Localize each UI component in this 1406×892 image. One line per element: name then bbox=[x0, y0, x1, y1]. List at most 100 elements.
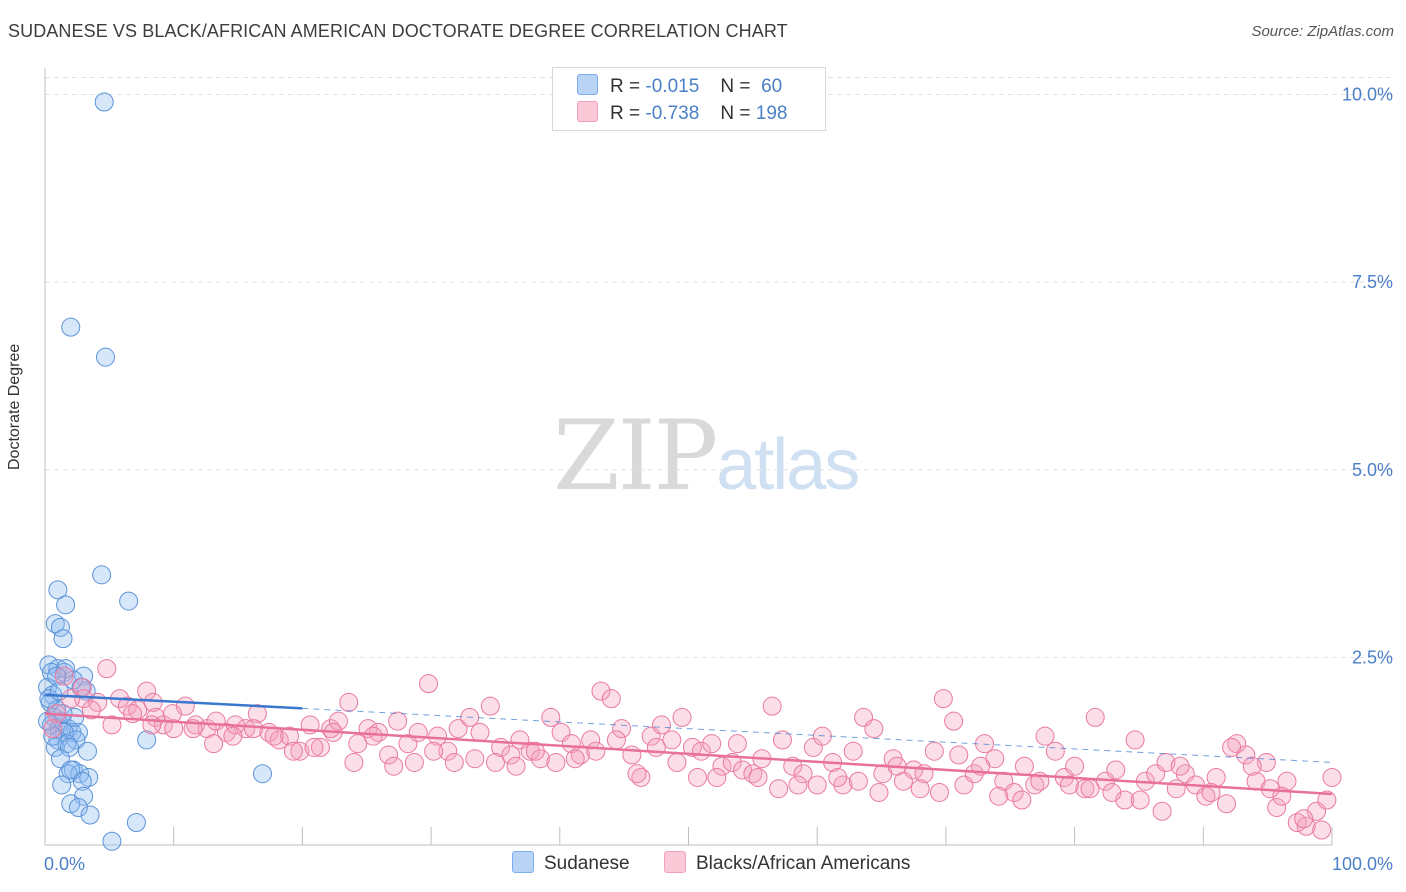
data-point bbox=[54, 666, 74, 686]
data-point bbox=[1242, 756, 1262, 776]
data-point bbox=[1125, 730, 1145, 750]
bottom-legend-sudanese[interactable]: Sudanese bbox=[512, 851, 630, 875]
data-point bbox=[61, 689, 81, 709]
data-point bbox=[43, 719, 63, 739]
gridlines bbox=[45, 77, 1392, 658]
data-point bbox=[283, 741, 303, 761]
data-point bbox=[586, 741, 606, 761]
data-point bbox=[68, 722, 88, 742]
data-point bbox=[702, 734, 722, 754]
data-point bbox=[864, 719, 884, 739]
data-point bbox=[1170, 756, 1190, 776]
black-african-american-trend-line bbox=[44, 712, 1333, 796]
data-point bbox=[328, 711, 348, 731]
data-point bbox=[631, 767, 651, 787]
data-point bbox=[480, 696, 500, 716]
data-point bbox=[1106, 760, 1126, 780]
data-point bbox=[688, 767, 708, 787]
data-point bbox=[126, 812, 146, 832]
data-point bbox=[606, 730, 626, 750]
data-point bbox=[404, 752, 424, 772]
data-point bbox=[672, 707, 692, 727]
bottom-legend-swatch-black-african-americans bbox=[664, 851, 686, 873]
data-point bbox=[68, 797, 88, 817]
data-point bbox=[1317, 790, 1337, 810]
data-point bbox=[80, 805, 100, 825]
data-point bbox=[162, 704, 182, 724]
x-tick-label-min: 0.0% bbox=[44, 854, 85, 874]
bottom-legend-black-african-americans[interactable]: Blacks/African Americans bbox=[664, 851, 910, 875]
data-point bbox=[601, 689, 621, 709]
data-point bbox=[379, 745, 399, 765]
data-point bbox=[1012, 790, 1032, 810]
data-point bbox=[924, 741, 944, 761]
data-point bbox=[1059, 775, 1079, 795]
data-point bbox=[50, 617, 70, 637]
data-point bbox=[408, 722, 428, 742]
data-point bbox=[1201, 782, 1221, 802]
data-point bbox=[253, 764, 273, 784]
data-point bbox=[1080, 779, 1100, 799]
data-point bbox=[1312, 820, 1332, 840]
data-point bbox=[204, 734, 224, 754]
data-point bbox=[727, 734, 747, 754]
data-point bbox=[53, 629, 73, 649]
data-point bbox=[788, 775, 808, 795]
data-point bbox=[591, 681, 611, 701]
data-point bbox=[733, 760, 753, 780]
sudanese-trend-line bbox=[44, 693, 303, 710]
data-point bbox=[1102, 782, 1122, 802]
data-point bbox=[54, 722, 74, 742]
data-point bbox=[47, 666, 67, 686]
source-label: Source: ZipAtlas.com bbox=[1251, 23, 1394, 40]
data-point bbox=[1296, 816, 1316, 836]
data-point bbox=[339, 692, 359, 712]
data-point bbox=[807, 775, 827, 795]
data-point bbox=[72, 771, 92, 791]
data-point bbox=[247, 704, 267, 724]
data-point bbox=[1156, 752, 1176, 772]
sudanese-trend-extension bbox=[302, 707, 1333, 763]
data-point bbox=[45, 614, 65, 634]
data-point bbox=[612, 719, 632, 739]
data-point bbox=[143, 692, 163, 712]
data-point bbox=[290, 741, 310, 761]
y-tick-label: 7.5% bbox=[1352, 272, 1393, 292]
legend-swatch-sudanese bbox=[577, 74, 598, 95]
data-point bbox=[793, 764, 813, 784]
data-point bbox=[1322, 767, 1342, 787]
data-point bbox=[707, 767, 727, 787]
legend-r-value: -0.015 bbox=[645, 76, 700, 97]
data-point bbox=[662, 730, 682, 750]
data-point bbox=[348, 734, 368, 754]
tick-labels: 2.5% 5.0% 7.5% 10.0% 0.0% 100.0% bbox=[44, 85, 1393, 874]
data-point bbox=[565, 749, 585, 769]
data-point bbox=[485, 752, 505, 772]
data-point bbox=[344, 752, 364, 772]
data-point bbox=[1267, 797, 1287, 817]
data-point bbox=[525, 741, 545, 761]
data-point bbox=[748, 767, 768, 787]
data-point bbox=[1085, 707, 1105, 727]
data-point bbox=[769, 779, 789, 799]
data-point bbox=[651, 715, 671, 735]
watermark-zip: ZIP bbox=[553, 400, 718, 512]
data-point bbox=[712, 756, 732, 776]
data-point bbox=[944, 711, 964, 731]
data-point bbox=[964, 764, 984, 784]
legend-n-label: N = bbox=[720, 76, 751, 97]
data-point bbox=[74, 689, 94, 709]
data-point bbox=[310, 737, 330, 757]
data-point bbox=[61, 760, 81, 780]
data-point bbox=[1130, 790, 1150, 810]
trend-lines bbox=[44, 693, 1333, 796]
legend-row-black-african-americans: R = -0.738 N = 198 bbox=[577, 101, 787, 127]
data-point bbox=[772, 730, 792, 750]
data-point bbox=[743, 764, 763, 784]
data-point bbox=[48, 659, 68, 679]
data-point bbox=[102, 715, 122, 735]
legend-r-label: R = bbox=[610, 103, 641, 124]
legend-row-sudanese: R = -0.015 N = 60 bbox=[577, 74, 782, 100]
data-point bbox=[65, 707, 85, 727]
data-point bbox=[828, 767, 848, 787]
